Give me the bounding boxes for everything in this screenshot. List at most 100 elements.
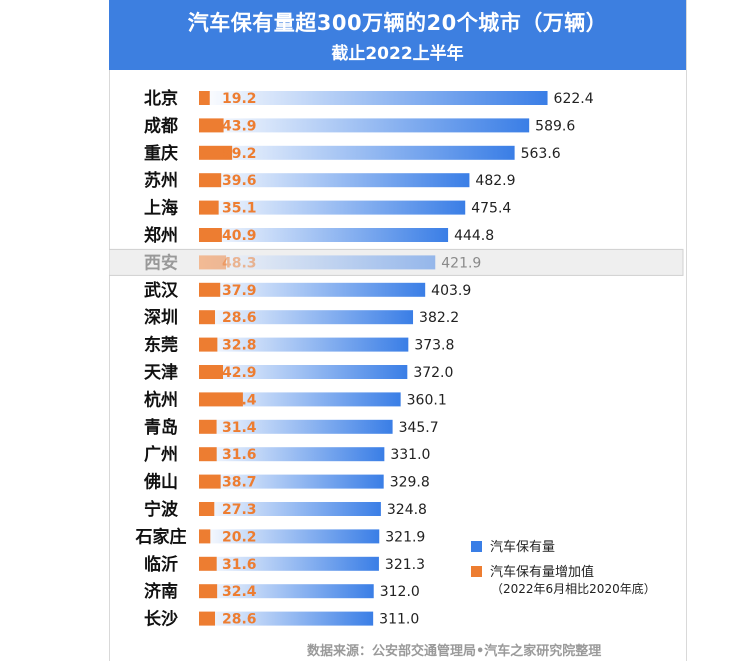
total-bar: [199, 447, 385, 462]
bar-row: 武汉 37.9 403.9: [144, 280, 471, 301]
category-label: 青岛: [144, 417, 178, 438]
total-bar: [199, 474, 384, 489]
legend-swatch: [471, 566, 482, 577]
category-label: 济南: [144, 581, 178, 602]
bar-row: 重庆 59.2 563.6: [144, 143, 561, 164]
bar-row: 西安 48.3 421.9: [109, 248, 684, 276]
increase-bar: [199, 337, 218, 352]
increase-value-label: 32.8: [222, 338, 257, 354]
category-label: 长沙: [144, 609, 178, 630]
increase-value-label: 27.3: [222, 502, 257, 518]
category-label: 佛山: [143, 472, 178, 493]
bar-row: 北京 19.2 622.4: [144, 88, 594, 109]
bar-row: 石家庄 20.2 321.9: [135, 526, 426, 547]
total-value-label: 444.8: [454, 228, 494, 244]
category-label: 苏州: [144, 170, 178, 191]
total-bar: [199, 584, 374, 599]
category-label: 重庆: [144, 143, 178, 164]
total-value-label: 324.8: [387, 502, 427, 518]
total-bar: [199, 118, 530, 133]
total-value-label: 475.4: [471, 201, 511, 217]
total-value-label: 482.9: [475, 173, 515, 189]
category-label: 石家庄: [135, 526, 187, 547]
total-bar: [199, 255, 436, 270]
increase-bar: [199, 145, 233, 160]
category-label: 北京: [144, 88, 178, 109]
total-value-label: 331.0: [390, 447, 430, 463]
total-bar: [199, 337, 409, 352]
chart-card: [109, 0, 687, 661]
category-label: 武汉: [144, 280, 179, 301]
total-value-label: 321.9: [385, 529, 425, 545]
increase-value-label: 38.7: [222, 475, 257, 491]
increase-value-label: 78.4: [222, 392, 257, 408]
increase-bar: [199, 118, 224, 133]
category-label: 杭州: [144, 389, 178, 410]
increase-bar: [199, 529, 211, 544]
chart-subtitle: 截止2022上半年: [331, 44, 464, 64]
bar-row: 杭州 78.4 360.1: [144, 389, 447, 410]
total-bar: [199, 365, 408, 379]
total-bar: [199, 282, 426, 297]
increase-value-label: 19.2: [222, 91, 257, 107]
category-label: 宁波: [144, 499, 179, 520]
legend-item: 汽车保有量: [471, 539, 555, 555]
total-bar: [199, 556, 379, 571]
bar-row: 东莞 32.8 373.8: [144, 335, 454, 356]
total-value-label: 321.3: [385, 557, 425, 573]
total-bar: [199, 228, 449, 242]
bar-row: 宁波 27.3 324.8: [144, 499, 427, 520]
bar-row: 临沂 31.6 321.3: [144, 554, 425, 575]
increase-bar: [199, 392, 243, 407]
increase-bar: [199, 447, 217, 462]
increase-value-label: 31.4: [222, 420, 257, 436]
increase-value-label: 43.9: [222, 118, 257, 134]
total-value-label: 373.8: [414, 338, 454, 354]
increase-bar: [199, 282, 221, 297]
increase-value-label: 59.2: [222, 146, 257, 162]
total-value-label: 372.0: [413, 365, 453, 381]
total-bar: [199, 529, 380, 544]
increase-value-label: 37.9: [222, 283, 257, 299]
increase-bar: [199, 474, 221, 489]
bar-chart: 北京 19.2 622.4 成都 43.9 589.6 重庆 59.2 563.6 苏州 39.6 4…: [109, 88, 684, 630]
bar-row: 济南 32.4 312.0: [144, 581, 420, 602]
increase-bar: [199, 91, 210, 105]
increase-bar: [199, 255, 227, 270]
increase-bar: [199, 228, 222, 242]
total-bar: [199, 310, 414, 325]
category-label: 深圳: [144, 307, 178, 328]
total-value-label: 312.0: [380, 584, 420, 600]
bar-row: 郑州 40.9 444.8: [144, 225, 494, 246]
total-value-label: 329.8: [390, 475, 430, 491]
increase-bar: [199, 419, 217, 434]
category-label: 天津: [144, 362, 178, 383]
total-value-label: 382.2: [419, 310, 459, 326]
bar-row: 长沙 28.6 311.0: [144, 609, 419, 630]
category-label: 郑州: [144, 225, 178, 246]
category-label: 东莞: [144, 335, 178, 356]
increase-bar: [199, 173, 222, 188]
increase-value-label: 32.4: [222, 584, 257, 600]
increase-value-label: 48.3: [222, 255, 257, 271]
total-bar: [199, 419, 393, 434]
total-value-label: 345.7: [399, 420, 439, 436]
total-bar: [199, 611, 374, 626]
increase-value-label: 28.6: [222, 612, 257, 628]
bar-row: 广州 31.6 331.0: [144, 444, 430, 465]
legend-sublabel: （2022年6月相比2020年底）: [491, 581, 656, 596]
total-value-label: 403.9: [431, 283, 471, 299]
bar-row: 佛山 38.7 329.8: [143, 472, 430, 493]
increase-bar: [199, 310, 216, 325]
increase-value-label: 31.6: [222, 447, 257, 463]
legend-label: 汽车保有量增加值: [490, 564, 594, 580]
total-bar: [199, 173, 470, 188]
bar-row: 上海 35.1 475.4: [144, 198, 511, 219]
legend-swatch: [471, 541, 482, 552]
increase-value-label: 35.1: [222, 201, 257, 217]
legend-item: 汽车保有量增加值（2022年6月相比2020年底）: [471, 564, 656, 596]
total-value-label: 311.0: [379, 612, 419, 628]
increase-bar: [199, 611, 216, 626]
total-value-label: 563.6: [521, 146, 561, 162]
increase-bar: [199, 556, 217, 571]
